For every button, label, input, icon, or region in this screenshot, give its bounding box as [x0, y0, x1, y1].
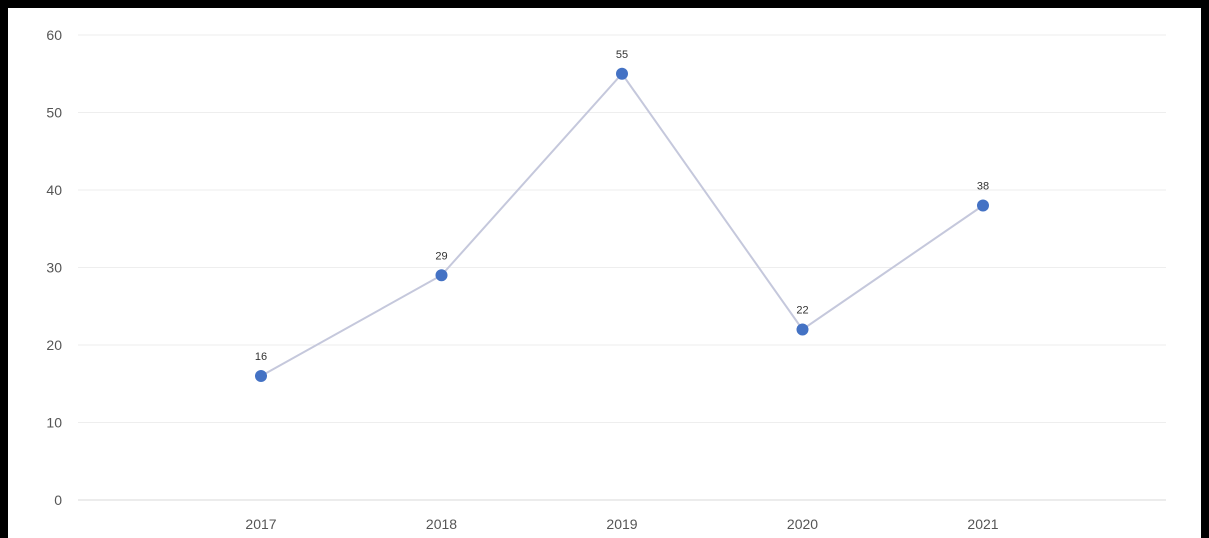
x-tick-label: 2017: [245, 516, 276, 532]
data-markers: [255, 67, 989, 382]
x-tick-label: 2020: [787, 516, 818, 532]
y-tick-label: 40: [46, 182, 62, 198]
data-point: [616, 67, 628, 80]
y-tick-label: 30: [46, 260, 62, 276]
data-point: [796, 323, 809, 336]
data-label: 38: [977, 181, 989, 193]
x-tick-label: 2021: [967, 516, 998, 532]
x-tick-label: 2019: [606, 516, 637, 532]
data-point: [255, 370, 267, 382]
data-labels: 16 29 55 22 38: [255, 49, 989, 363]
y-tick-label: 60: [46, 27, 62, 43]
data-label: 16: [255, 351, 267, 363]
data-label: 29: [435, 250, 447, 262]
data-point: [977, 199, 989, 212]
y-tick-label: 20: [46, 337, 62, 353]
data-label: 55: [616, 49, 628, 61]
data-label: 22: [796, 305, 808, 317]
x-tick-label: 2018: [426, 516, 457, 532]
y-tick-label: 50: [46, 105, 62, 121]
y-axis-tick-labels: 0 10 20 30 40 50 60: [46, 27, 62, 508]
data-point: [435, 269, 448, 282]
y-tick-label: 0: [54, 492, 62, 508]
x-axis-tick-labels: 2017 2018 2019 2020 2021: [245, 516, 998, 532]
series-line: [260, 72, 984, 377]
y-tick-label: 10: [46, 415, 62, 431]
gridlines: [78, 34, 1166, 501]
